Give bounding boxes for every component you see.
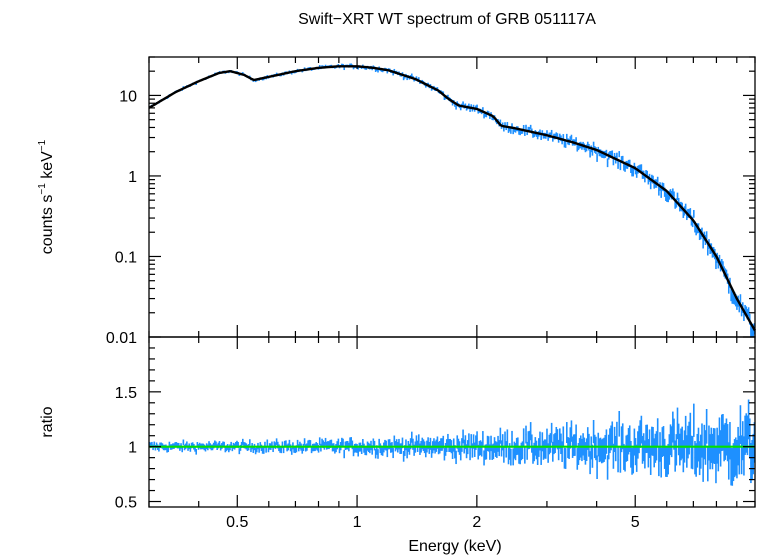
spectrum-data-series [148,63,756,337]
ratio-panel-frame [148,336,756,508]
x-axis-ticks: 0.5 1 2 5 [148,57,756,531]
y-tick-label: 1 [128,169,137,186]
spectrum-y-axis-label: counts s−1 keV−1 [37,139,56,254]
chart-title: Swift−XRT WT spectrum of GRB 051117A [298,11,596,28]
ratio-y-ticks: 0.5 1 1.5 [115,347,755,512]
ratio-panel: 0.5 1 1.5 ratio [39,336,756,512]
spectrum-model-series [148,65,757,332]
spectrum-y-ticks: 0.01 0.1 1 10 [106,56,755,347]
y-tick-label: 0.1 [115,249,137,266]
y-tick-label: 1.5 [115,385,137,402]
x-tick-label: 2 [472,514,481,531]
x-tick-label: 5 [631,514,640,531]
y-tick-label: 0.5 [115,495,137,512]
spectrum-panel: 0.01 0.1 1 10 counts s−1 keV−1 [37,56,757,347]
x-tick-label: 1 [353,514,362,531]
y-tick-label: 1 [128,440,137,457]
x-tick-label: 0.5 [226,514,248,531]
y-tick-label: 0.01 [106,330,137,347]
ratio-data-series [148,399,756,486]
y-tick-label: 10 [119,88,137,105]
spectrum-model-curve [148,65,757,332]
x-axis-label: Energy (keV) [408,538,501,555]
ratio-y-axis-label: ratio [39,406,56,437]
